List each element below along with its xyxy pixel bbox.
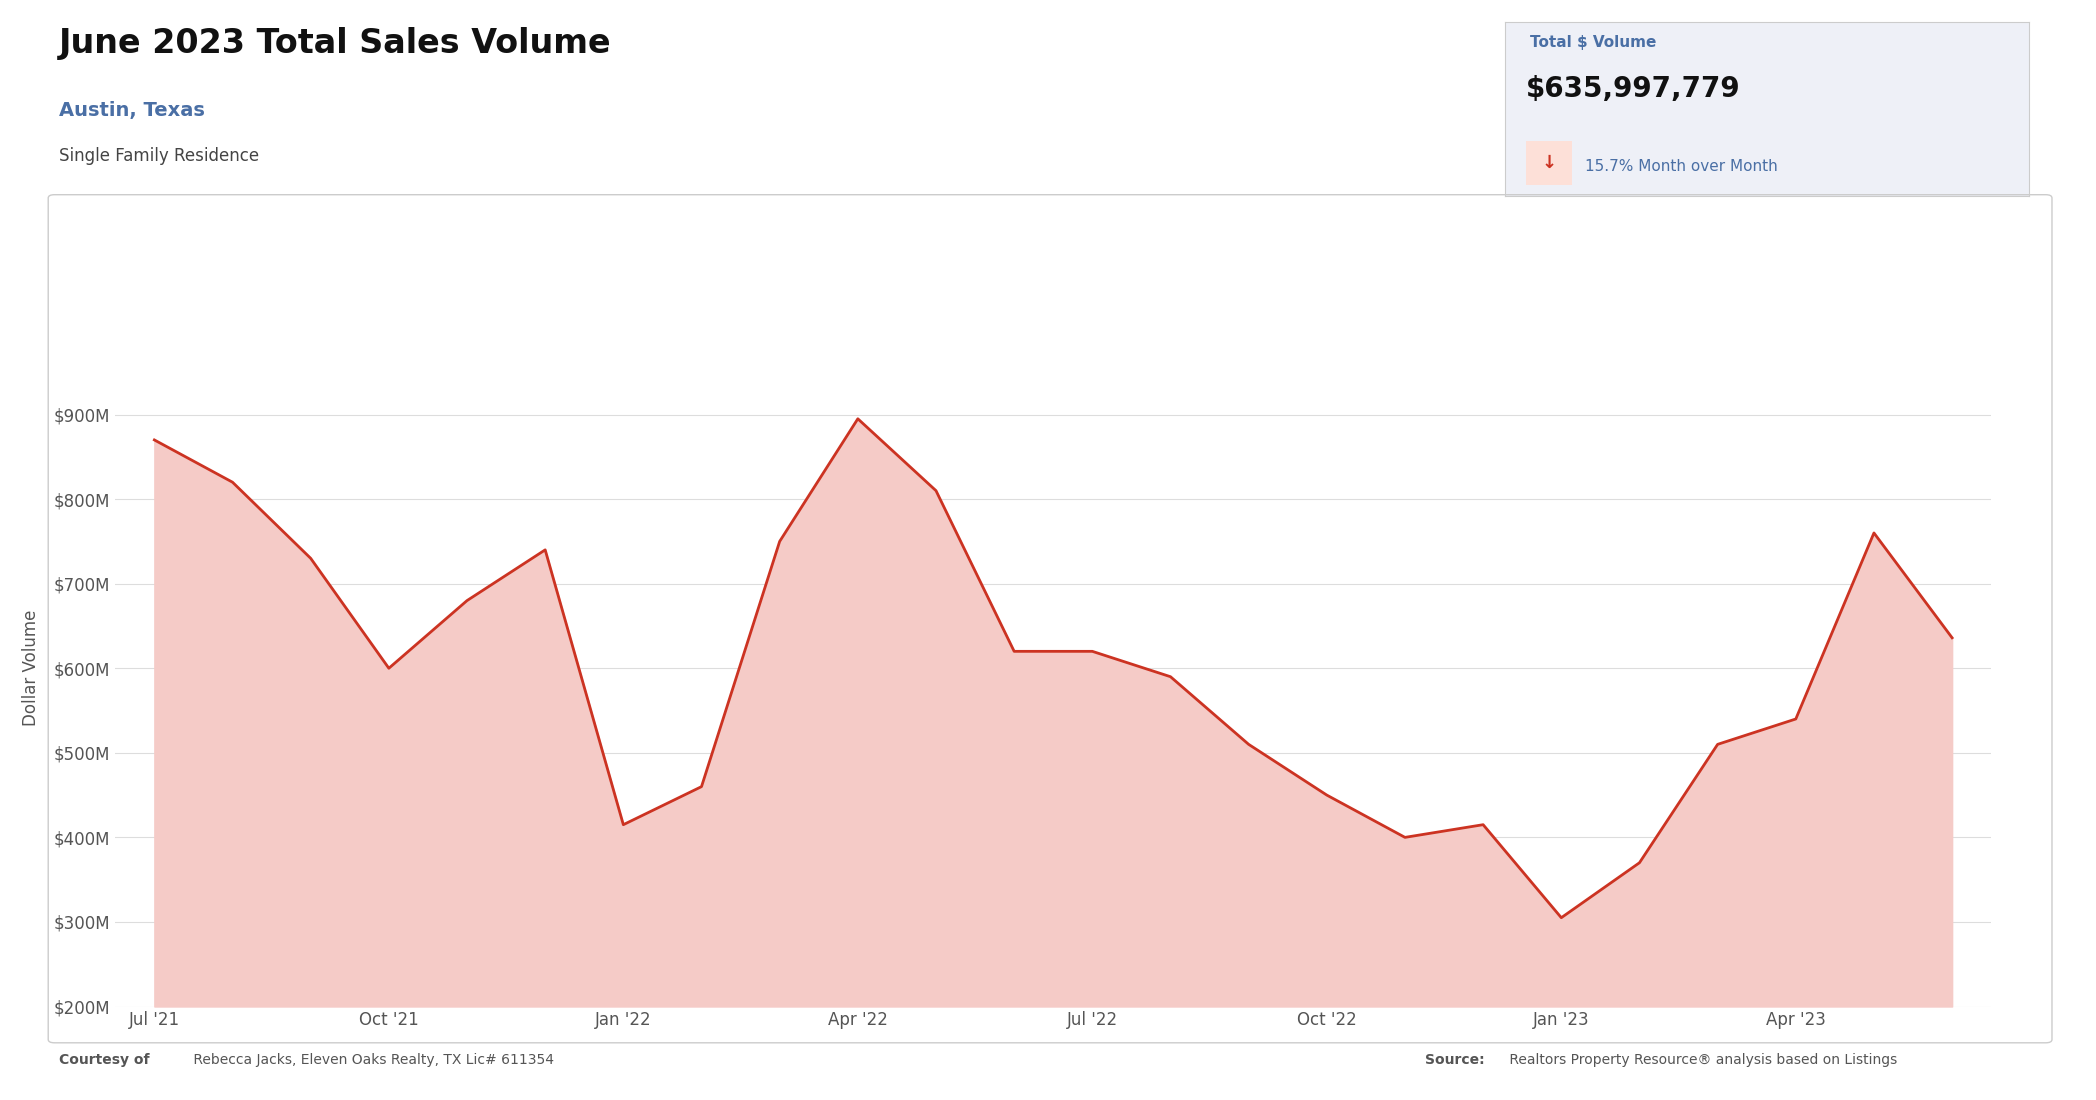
Text: Austin, Texas: Austin, Texas bbox=[59, 101, 205, 120]
Text: ↓: ↓ bbox=[1541, 154, 1557, 172]
Y-axis label: Dollar Volume: Dollar Volume bbox=[21, 610, 40, 726]
Text: Realtors Property Resource® analysis based on Listings: Realtors Property Resource® analysis bas… bbox=[1505, 1053, 1897, 1067]
Text: Single Family Residence: Single Family Residence bbox=[59, 147, 258, 165]
Text: $635,997,779: $635,997,779 bbox=[1526, 75, 1740, 102]
Text: 15.7% Month over Month: 15.7% Month over Month bbox=[1585, 158, 1777, 174]
Text: Rebecca Jacks, Eleven Oaks Realty, TX Lic# 611354: Rebecca Jacks, Eleven Oaks Realty, TX Li… bbox=[189, 1053, 553, 1067]
Text: Total $ Volume: Total $ Volume bbox=[1530, 35, 1656, 51]
Text: June 2023 Total Sales Volume: June 2023 Total Sales Volume bbox=[59, 28, 612, 60]
Text: Courtesy of: Courtesy of bbox=[59, 1053, 149, 1067]
Text: Source:: Source: bbox=[1425, 1053, 1484, 1067]
